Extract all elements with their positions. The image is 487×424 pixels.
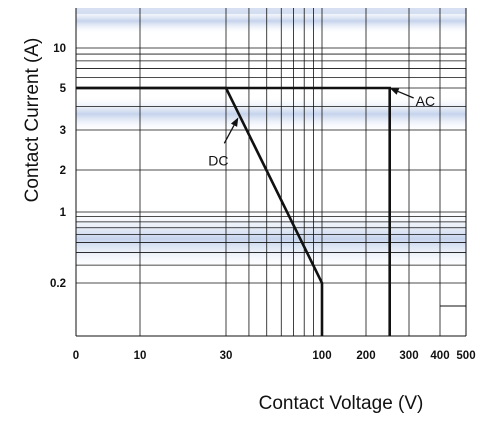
y-tick-label: 5 <box>60 83 67 95</box>
annotation-arrowhead <box>230 117 239 127</box>
x-tick-label: 400 <box>430 350 449 362</box>
y-tick-label: 3 <box>60 125 66 137</box>
x-tick-label: 200 <box>356 350 375 362</box>
annotation-arrow <box>223 124 235 144</box>
y-tick-label: 10 <box>53 43 66 55</box>
x-tick-label: 300 <box>399 350 418 362</box>
series-line-dc <box>76 86 324 336</box>
x-tick-label: 100 <box>312 350 331 362</box>
x-tick-label: 0 <box>73 350 79 362</box>
y-tick-labels: 10 5 3 2 1 0.2 <box>50 43 67 290</box>
x-tick-labels: 0 10 30 100 200 300 400 500 <box>73 350 476 362</box>
annotation-dc: DC <box>208 152 228 168</box>
annotation-ac: AC <box>416 93 435 109</box>
annotation-layer: AC DC <box>208 88 435 168</box>
y-axis-label: Contact Current (A) <box>22 38 43 203</box>
y-tick-label: 1 <box>60 207 67 219</box>
x-axis-label: Contact Voltage (V) <box>259 393 424 414</box>
x-tick-label: 30 <box>220 350 233 362</box>
x-tick-label: 10 <box>134 350 147 362</box>
annotation-arrow <box>397 90 414 99</box>
series-layer <box>76 86 392 336</box>
bg-band <box>76 8 466 14</box>
y-tick-label: 2 <box>60 165 66 177</box>
annotation-arrowhead <box>389 88 400 95</box>
grid <box>75 8 467 337</box>
x-tick-label: 500 <box>456 350 475 362</box>
bg-band <box>76 96 466 132</box>
bg-band <box>76 206 466 272</box>
y-tick-label: 0.2 <box>50 278 66 290</box>
